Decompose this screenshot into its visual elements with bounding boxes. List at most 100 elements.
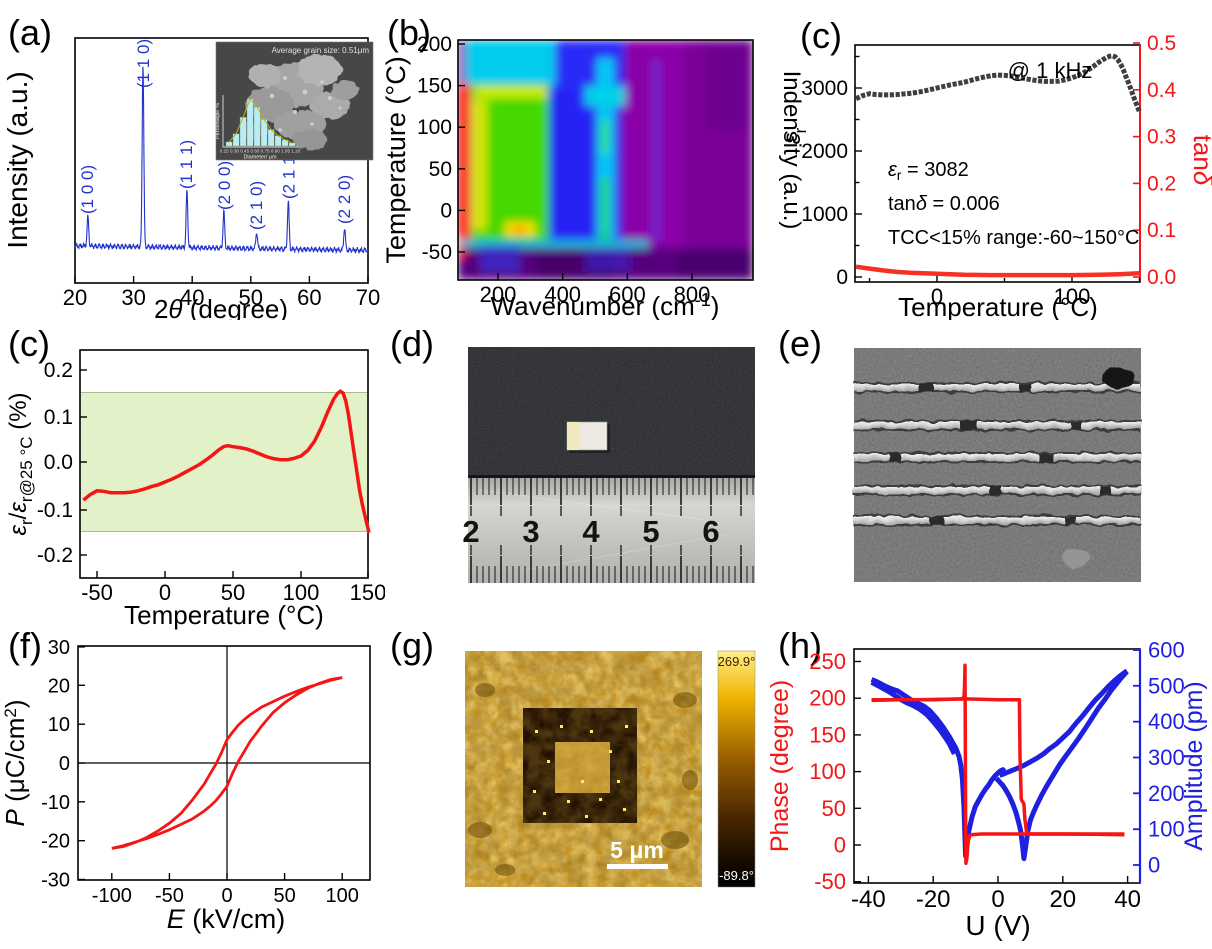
svg-text:50: 50 <box>822 796 846 821</box>
svg-text:5: 5 <box>642 514 659 549</box>
y-axis-title: P (μC/cm2) <box>0 699 30 826</box>
panel-b-label: (b) <box>387 12 431 53</box>
svg-text:600: 600 <box>609 282 646 307</box>
x-axis-title: Wavenumber (cm-1) <box>491 290 720 320</box>
svg-text:-20: -20 <box>916 886 951 913</box>
svg-text:0: 0 <box>931 284 943 309</box>
x-tick-labels: -40 -20 0 20 40 <box>851 886 1141 913</box>
panel-h-switching: (h) 250 200 150 100 50 <box>770 630 1208 941</box>
y-tick-labels: 0.2 0.1 0.0 -0.1 -0.2 <box>37 359 73 567</box>
svg-text:-50: -50 <box>155 885 184 907</box>
inset-caption: Average grain size: 0.51μm <box>272 46 370 55</box>
axes-box <box>853 648 1141 884</box>
annotation-tand: tanδ = 0.006 <box>888 193 1000 215</box>
peak-label-111: (1 1 1) <box>177 140 196 189</box>
tcc-curve <box>82 389 371 534</box>
intensity-scale-label: Indensity (a.u.) <box>778 71 805 230</box>
y-axis-title-right: Amplitude (pm) <box>1180 681 1208 851</box>
svg-text:0.0: 0.0 <box>1147 266 1176 289</box>
svg-text:0: 0 <box>440 199 452 222</box>
svg-text:-0.1: -0.1 <box>37 499 73 522</box>
svg-text:-100: -100 <box>92 885 132 907</box>
svg-text:30: 30 <box>121 285 145 310</box>
y-axis-title: Temperature (°C) <box>385 56 411 263</box>
tand-curve <box>855 264 1140 278</box>
svg-text:200: 200 <box>809 686 846 711</box>
panel-a-label: (a) <box>8 12 52 53</box>
svg-text:150: 150 <box>809 722 846 747</box>
right-tick-labels: 0.5 0.4 0.3 0.2 0.1 0.0 <box>1147 32 1177 289</box>
left-tick-labels: 250 200 150 100 50 0 -50 <box>809 649 846 894</box>
xrd-curve <box>74 66 369 255</box>
panel-e-label: (e) <box>778 323 822 364</box>
peak-label-211: (2 1 1) <box>280 150 299 199</box>
svg-text:0.2: 0.2 <box>44 359 73 382</box>
svg-text:100: 100 <box>417 116 452 139</box>
svg-text:10: 10 <box>48 714 70 736</box>
left-ticks <box>854 660 1129 883</box>
svg-text:-10: -10 <box>41 792 70 814</box>
pe-hysteresis-loop <box>111 676 343 850</box>
pfm-phase-image: 5 μm <box>465 651 702 887</box>
peak-label-200: (2 0 0) <box>215 161 234 210</box>
peak-label-220: (2 2 0) <box>335 175 354 224</box>
svg-text:-50: -50 <box>814 869 846 894</box>
histogram-x-ticks: 0.15 0.30 0.45 0.60 0.75 0.90 1.05 1.20 <box>220 149 301 154</box>
sem-multilayer-image <box>854 348 1141 582</box>
svg-text:0: 0 <box>59 753 70 775</box>
svg-text:0.1: 0.1 <box>44 406 73 429</box>
right-ticks <box>1133 42 1140 278</box>
svg-text:-50: -50 <box>81 580 113 605</box>
axis-ticks <box>78 646 343 881</box>
ruler-numbers: 2 3 4 5 6 <box>462 514 719 549</box>
scalebar-label: 5 μm <box>610 837 664 863</box>
panel-c2-label: (c) <box>8 323 50 364</box>
svg-text:600: 600 <box>1148 638 1185 663</box>
x-tick-labels: 20 30 40 50 60 70 <box>63 285 380 310</box>
surface-dark-patches <box>468 683 698 876</box>
svg-text:40: 40 <box>1114 886 1141 913</box>
svg-text:-40: -40 <box>851 886 886 913</box>
histogram-x-label: Diameter/ μm <box>243 155 277 161</box>
x-tick-labels: 0 100 <box>931 284 1090 309</box>
bright-speckles <box>533 725 628 818</box>
peak-label-110: (1 1 0) <box>134 39 153 88</box>
x-axis-title: U (V) <box>965 910 1030 941</box>
svg-text:6: 6 <box>702 514 719 549</box>
y-axis-title: εr/εr@25 °C (%) <box>5 392 36 535</box>
svg-text:20: 20 <box>48 675 70 697</box>
amplitude-butterfly-1 <box>870 677 1007 859</box>
svg-text:1000: 1000 <box>801 203 848 226</box>
panel-f-label: (f) <box>8 630 42 666</box>
right-ticks <box>1133 649 1140 866</box>
svg-text:0: 0 <box>159 580 171 605</box>
axis-ticks <box>458 43 693 280</box>
histogram-fit-curve <box>228 97 293 144</box>
xrd-peak-labels: (1 0 0) (1 1 0) (1 1 1) (2 0 0) (2 1 0) … <box>78 39 354 230</box>
panel-f-hysteresis: (f) 30 20 10 0 -10 -20 -30 -100 -50 0 50 <box>0 630 371 934</box>
amplitude-butterfly-4 <box>870 680 957 755</box>
svg-text:40: 40 <box>180 285 204 310</box>
svg-text:0: 0 <box>221 885 232 907</box>
panel-c1-label: (c) <box>800 15 842 56</box>
axes-box <box>74 37 369 284</box>
axes-box <box>79 349 369 579</box>
x-tick-labels: 200 400 600 800 <box>480 282 711 307</box>
svg-text:100: 100 <box>326 885 359 907</box>
svg-text:0.0: 0.0 <box>44 451 73 474</box>
svg-text:150: 150 <box>350 580 385 605</box>
pfm-colorbar: 269.9° -89.8° <box>718 650 755 888</box>
svg-text:50: 50 <box>429 158 452 181</box>
svg-text:3: 3 <box>522 514 539 549</box>
svg-text:200: 200 <box>480 282 517 307</box>
tcc-tolerance-band <box>81 392 367 532</box>
ruler: 2 3 4 5 6 <box>462 478 755 583</box>
frequency-note: @ 1 kHz <box>1008 58 1093 83</box>
left-tick-labels: 3000 2000 1000 0 <box>801 77 848 289</box>
axis-ticks <box>80 369 369 578</box>
svg-text:800: 800 <box>674 282 711 307</box>
panel-h-label: (h) <box>778 630 822 666</box>
y-axis-title-left: εr <box>778 127 810 144</box>
svg-text:20: 20 <box>63 285 87 310</box>
x-axis-title: Temperature (°C) <box>898 292 1098 320</box>
